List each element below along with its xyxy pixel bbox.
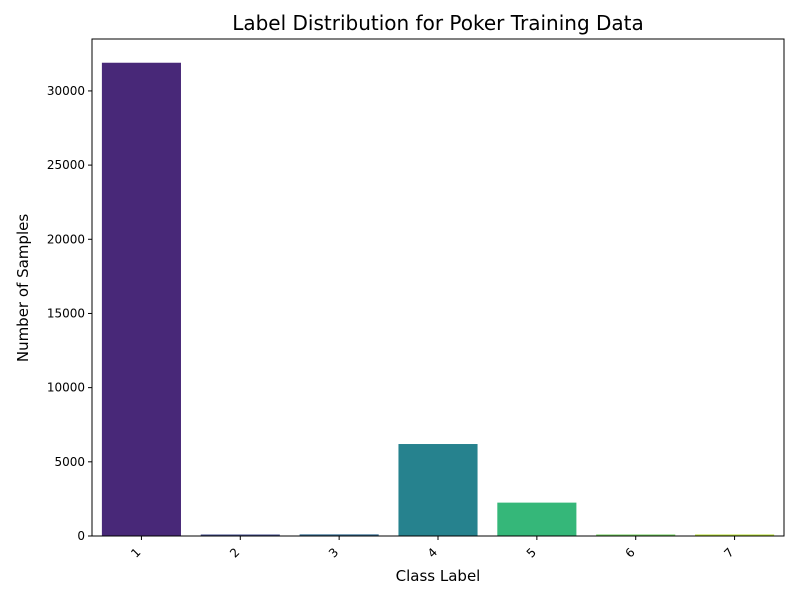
y-tick-label: 10000 bbox=[47, 381, 85, 395]
bars-layer bbox=[101, 62, 775, 537]
x-axis-label: Class Label bbox=[396, 567, 481, 585]
bar-class-7 bbox=[695, 534, 775, 536]
y-tick-label: 0 bbox=[77, 529, 85, 543]
y-tick-label: 30000 bbox=[47, 84, 85, 98]
y-tick-label: 25000 bbox=[47, 158, 85, 172]
chart-title: Label Distribution for Poker Training Da… bbox=[232, 11, 644, 35]
bar-class-2 bbox=[200, 534, 280, 536]
bar-class-1 bbox=[101, 62, 181, 537]
bar-class-4 bbox=[398, 444, 478, 536]
bar-class-5 bbox=[497, 502, 577, 536]
y-tick-label: 5000 bbox=[54, 455, 85, 469]
bar-class-3 bbox=[299, 534, 379, 536]
y-ticks: 0 5000 10000 15000 20000 25000 30000 bbox=[47, 84, 92, 543]
y-axis-label: Number of Samples bbox=[14, 214, 32, 362]
bar-class-6 bbox=[596, 534, 676, 536]
y-tick-label: 15000 bbox=[47, 306, 85, 320]
y-tick-label: 20000 bbox=[47, 232, 85, 246]
